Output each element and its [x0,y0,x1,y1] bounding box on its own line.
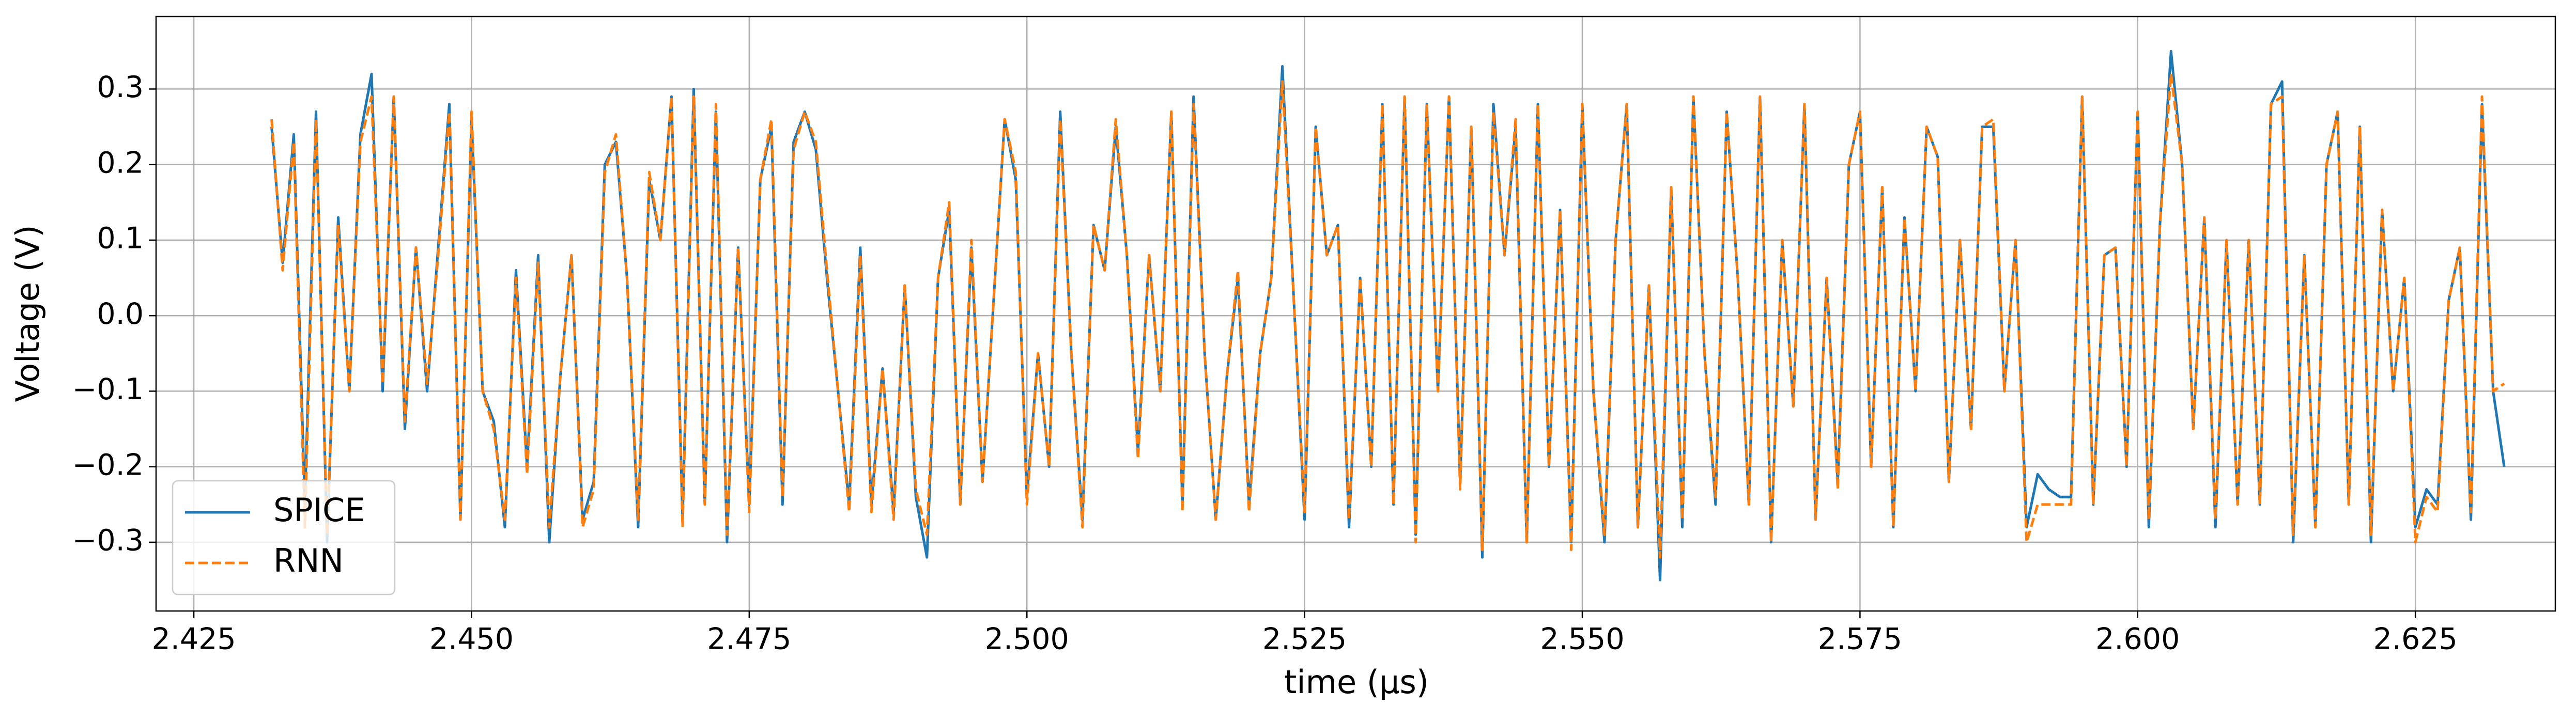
y-tick-label: 0.3 [97,70,144,104]
x-tick-label: 2.500 [985,622,1069,656]
x-tick-label: 2.525 [1262,622,1347,656]
y-axis-label: Voltage (V) [9,225,47,402]
x-tick-label: 2.600 [2095,622,2180,656]
x-tick-label: 2.550 [1540,622,1624,656]
x-tick-label: 2.625 [2373,622,2458,656]
legend-label: RNN [273,542,344,579]
y-tick-label: 0.0 [97,297,144,331]
legend-label: SPICE [273,491,365,529]
x-tick-label: 2.475 [707,622,791,656]
y-tick-label: 0.1 [97,222,144,256]
y-tick-label: −0.1 [72,372,144,406]
x-tick-label: 2.425 [151,622,236,656]
legend-box [172,480,396,595]
series-line [270,72,2505,559]
legend: SPICE RNN [172,480,396,595]
x-tick-label: 2.575 [1818,622,1902,656]
x-tick-label: 2.450 [429,622,514,656]
plot-frame [155,15,2556,612]
y-tick-label: −0.3 [72,524,144,558]
x-axis-label: time (μs) [1284,663,1429,701]
y-tick-label: −0.2 [72,448,144,482]
y-tick-label: 0.2 [97,146,144,180]
